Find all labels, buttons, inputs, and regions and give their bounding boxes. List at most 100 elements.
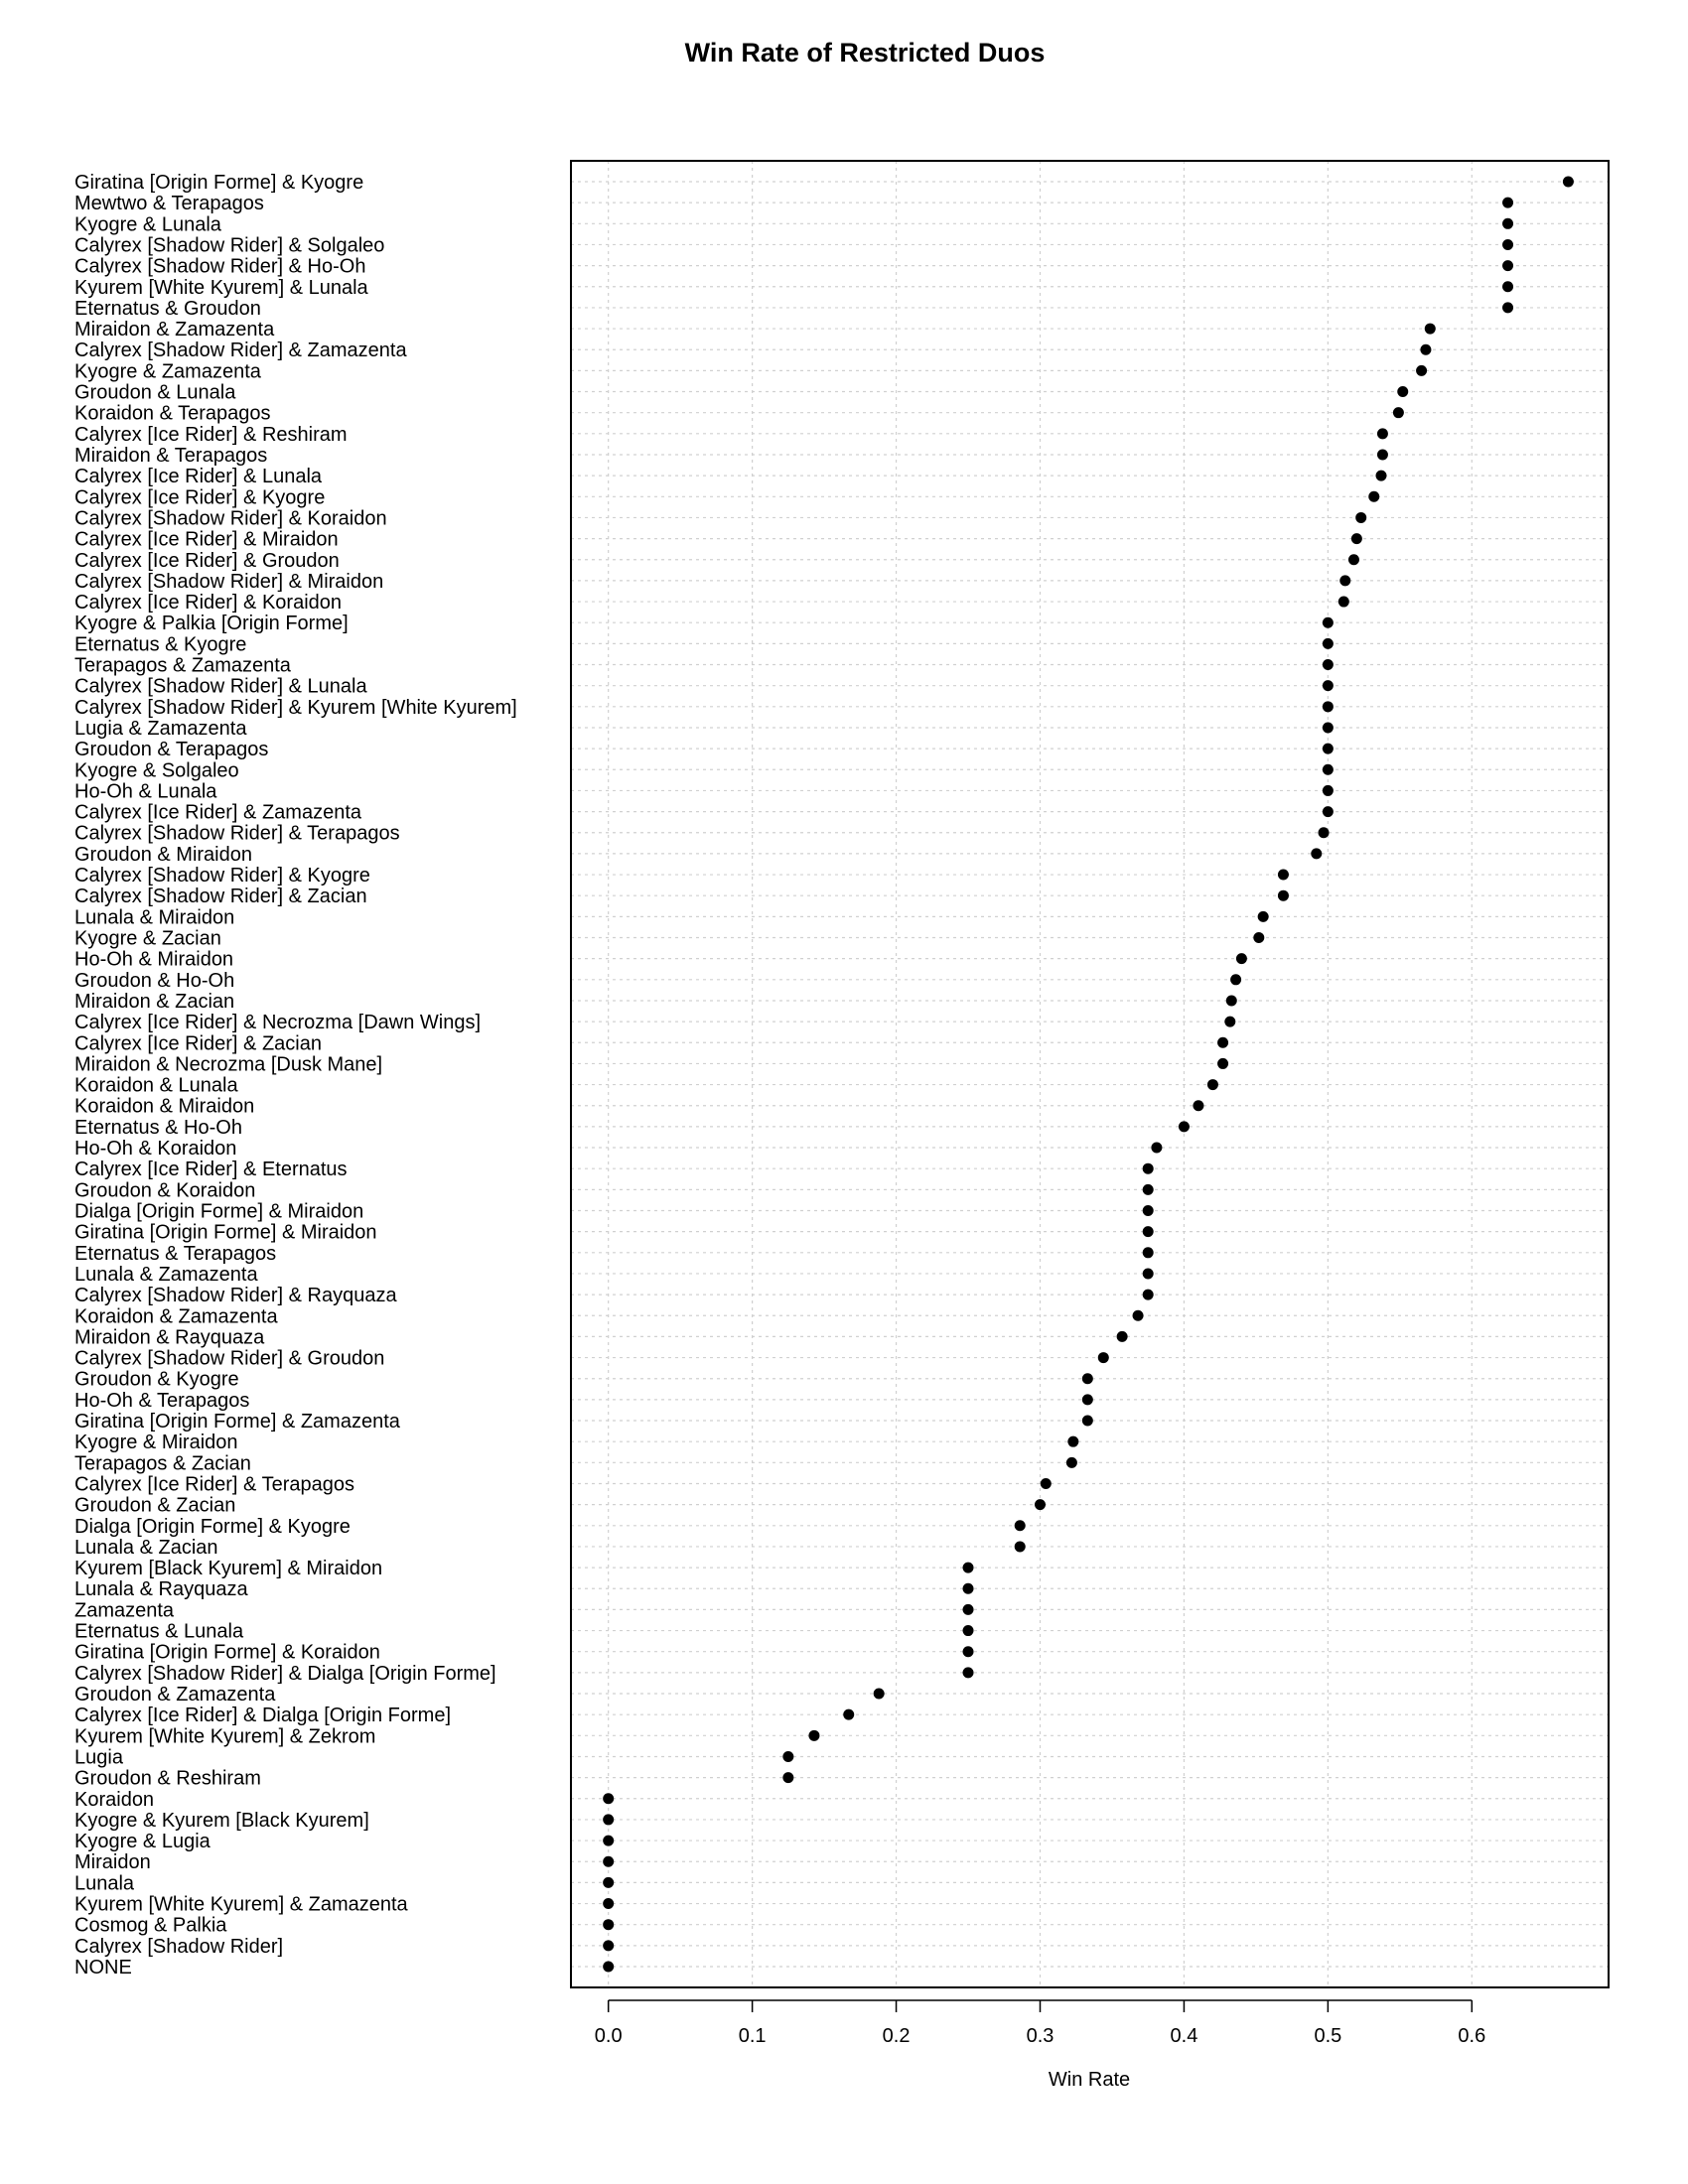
category-label: Groudon & Miraidon (74, 844, 252, 866)
data-point (1337, 596, 1349, 608)
data-point (603, 1898, 615, 1910)
category-label: Groudon & Koraidon (74, 1179, 255, 1201)
data-point (1225, 995, 1237, 1007)
data-point (1217, 1057, 1229, 1069)
category-label: Calyrex [Ice Rider] & Koraidon (74, 592, 342, 614)
category-label: Groudon & Reshiram (74, 1768, 261, 1790)
category-label: Calyrex [Ice Rider] & Zamazenta (74, 802, 362, 824)
category-label: Miraidon & Zacian (74, 991, 234, 1013)
data-point (1116, 1330, 1128, 1342)
category-label: Zamazenta (74, 1599, 175, 1621)
data-point (1142, 1183, 1154, 1195)
x-tick-label: 0.2 (883, 2025, 911, 2047)
category-label: Kyogre & Solgaleo (74, 759, 239, 781)
category-label: Kyurem [White Kyurem] & Zamazenta (74, 1894, 409, 1916)
category-label: Kyogre & Lunala (74, 213, 222, 235)
category-label: Lunala & Miraidon (74, 906, 234, 928)
category-label: Calyrex [Ice Rider] & Lunala (74, 466, 323, 487)
data-point (1142, 1268, 1154, 1280)
data-point (1257, 910, 1269, 922)
data-point (1397, 386, 1409, 398)
category-label: Dialga [Origin Forme] & Kyogre (74, 1516, 351, 1538)
x-tick-label: 0.5 (1314, 2025, 1341, 2047)
x-tick-label: 0.4 (1171, 2025, 1198, 2047)
data-point (1151, 1142, 1163, 1154)
data-point (603, 1961, 615, 1973)
category-label: Calyrex [Shadow Rider] & Koraidon (74, 507, 387, 529)
data-point (1081, 1415, 1093, 1427)
category-label: Eternatus & Lunala (74, 1621, 244, 1643)
data-point (1350, 533, 1362, 545)
category-label: Calyrex [Ice Rider] & Terapagos (74, 1473, 354, 1495)
data-point (1339, 575, 1351, 587)
data-point (1230, 974, 1242, 986)
category-label: Giratina [Origin Forme] & Miraidon (74, 1222, 377, 1244)
category-label: Calyrex [Shadow Rider] & Lunala (74, 676, 367, 698)
data-points (603, 176, 1574, 1973)
data-point (1142, 1247, 1154, 1259)
category-label: Eternatus & Terapagos (74, 1243, 276, 1265)
category-label: Calyrex [Ice Rider] & Reshiram (74, 424, 348, 446)
data-point (1224, 1016, 1236, 1027)
data-point (1081, 1394, 1093, 1406)
category-label: Ho-Oh & Koraidon (74, 1138, 236, 1160)
category-label: Groudon & Terapagos (74, 739, 268, 760)
category-label: Groudon & Lunala (74, 382, 236, 404)
data-point (1311, 848, 1323, 860)
category-label: Lugia (74, 1746, 124, 1768)
data-point (1034, 1499, 1046, 1511)
category-label: Calyrex [Ice Rider] & Necrozma [Dawn Win… (74, 1012, 481, 1033)
category-label: Lunala & Zamazenta (74, 1264, 258, 1286)
category-label: Calyrex [Shadow Rider] & Dialga [Origin … (74, 1663, 496, 1685)
category-label: Calyrex [Shadow Rider] & Terapagos (74, 823, 400, 845)
data-point (1067, 1435, 1079, 1447)
data-point (1502, 281, 1514, 293)
category-label: Koraidon & Lunala (74, 1075, 238, 1097)
data-point (603, 1814, 615, 1826)
data-point (1318, 827, 1330, 839)
category-label: Calyrex [Shadow Rider] & Miraidon (74, 571, 383, 593)
category-label: Koraidon & Terapagos (74, 403, 271, 425)
category-label: Kyogre & Miraidon (74, 1432, 238, 1453)
category-label: Calyrex [Ice Rider] & Miraidon (74, 529, 339, 551)
data-point (1081, 1373, 1093, 1385)
data-point (1142, 1204, 1154, 1216)
category-label: Kyogre & Lugia (74, 1831, 211, 1852)
data-point (603, 1940, 615, 1952)
data-point (1322, 743, 1334, 754)
category-label: Groudon & Zamazenta (74, 1684, 276, 1706)
data-point (1416, 364, 1428, 376)
category-label: Calyrex [Ice Rider] & Dialga [Origin For… (74, 1705, 451, 1726)
category-label: Eternatus & Kyogre (74, 633, 246, 655)
data-point (1142, 1162, 1154, 1174)
category-label: Ho-Oh & Lunala (74, 780, 217, 802)
category-label: Lugia & Zamazenta (74, 718, 247, 740)
data-point (1392, 407, 1404, 419)
data-point (1014, 1520, 1026, 1532)
x-tick-label: 0.1 (739, 2025, 767, 2047)
category-label: Koraidon & Miraidon (74, 1096, 254, 1118)
data-point (1277, 869, 1289, 881)
data-point (1368, 490, 1380, 502)
category-label: Eternatus & Groudon (74, 298, 261, 320)
x-tick-label: 0.0 (595, 2025, 623, 2047)
chart-title: Win Rate of Restricted Duos (685, 38, 1046, 68)
data-point (1217, 1036, 1229, 1048)
category-label: Kyurem [White Kyurem] & Zekrom (74, 1725, 375, 1747)
data-point (1376, 428, 1388, 440)
data-point (962, 1603, 974, 1615)
plot-frame (570, 160, 1610, 1988)
category-label: Calyrex [Ice Rider] & Kyogre (74, 486, 325, 508)
data-point (1347, 554, 1359, 566)
category-label: Ho-Oh & Miraidon (74, 949, 233, 971)
data-point (1376, 449, 1388, 461)
category-label: Giratina [Origin Forme] & Koraidon (74, 1642, 380, 1664)
category-label: Calyrex [Shadow Rider] & Kyogre (74, 865, 370, 887)
data-point (1502, 197, 1514, 208)
data-point (1322, 701, 1334, 713)
data-point (1502, 302, 1514, 314)
category-label: Kyurem [Black Kyurem] & Miraidon (74, 1558, 382, 1579)
category-label: Ho-Oh & Terapagos (74, 1390, 249, 1412)
